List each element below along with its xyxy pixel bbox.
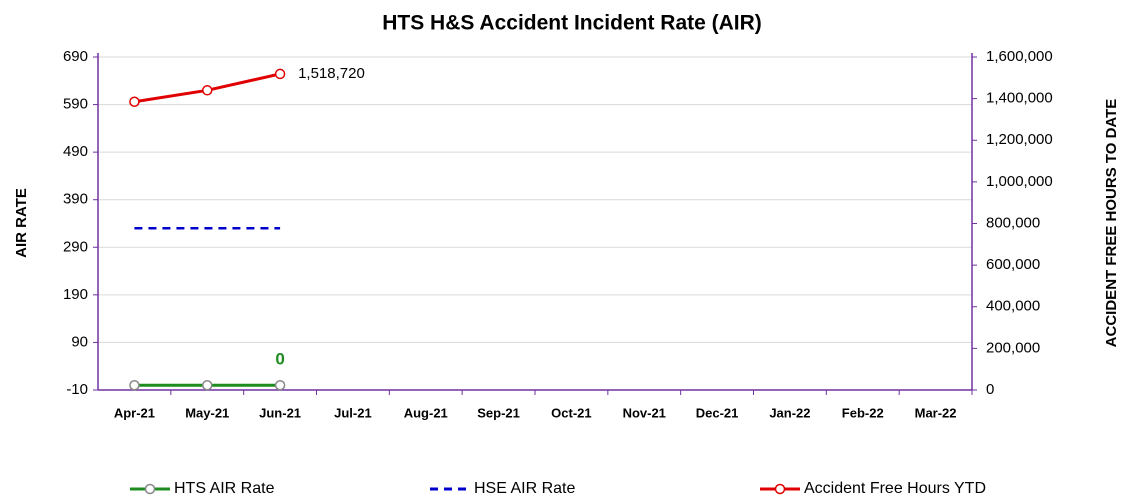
legend-label: Accident Free Hours YTD (804, 480, 986, 496)
legend-label: HSE AIR Rate (474, 480, 575, 496)
data-point (202, 85, 213, 96)
legend-marker (774, 483, 786, 495)
data-point (202, 379, 213, 391)
x-tick-label: Jun-21 (259, 405, 301, 420)
data-point (129, 96, 140, 107)
data-point (129, 379, 140, 391)
x-tick-label: Nov-21 (623, 405, 666, 420)
y2-tick-label: 1,200,000 (986, 131, 1053, 148)
y-tick-label: 190 (63, 286, 88, 303)
x-tick-label: Feb-22 (842, 405, 884, 420)
y-axis-title: AIR RATE (13, 188, 30, 258)
y2-tick-label: 400,000 (986, 298, 1040, 315)
y2-tick-label: 800,000 (986, 214, 1040, 231)
y2-tick-label: 1,000,000 (986, 173, 1053, 190)
x-tick-label: May-21 (185, 405, 229, 420)
y-tick-label: -10 (66, 381, 88, 398)
y2-tick-label: 1,400,000 (986, 90, 1053, 107)
y-tick-label: 590 (63, 96, 88, 113)
legend-label: HTS AIR Rate (174, 480, 275, 496)
x-tick-label: Aug-21 (404, 405, 448, 420)
y2-axis-title: ACCIDENT FREE HOURS TO DATE (1103, 99, 1120, 348)
x-tick-label: Mar-22 (915, 405, 957, 420)
data-point (274, 379, 286, 391)
x-tick-label: Jul-21 (334, 405, 372, 420)
data-label: 0 (275, 350, 284, 369)
x-tick-label: Apr-21 (114, 405, 155, 420)
legend-marker (144, 483, 156, 495)
y-tick-label: 290 (63, 238, 88, 255)
y2-tick-label: 1,600,000 (986, 48, 1053, 65)
y2-tick-label: 200,000 (986, 339, 1040, 356)
chart-title: HTS H&S Accident Incident Rate (AIR) (382, 12, 762, 35)
x-tick-label: Dec-21 (696, 405, 739, 420)
x-tick-label: Oct-21 (551, 405, 591, 420)
y2-tick-label: 0 (986, 381, 994, 398)
y-tick-label: 390 (63, 191, 88, 208)
x-tick-label: Sep-21 (477, 405, 520, 420)
y2-tick-label: 600,000 (986, 256, 1040, 273)
y-tick-label: 490 (63, 143, 88, 160)
data-point (274, 68, 286, 80)
y-tick-label: 690 (63, 48, 88, 65)
x-tick-label: Jan-22 (769, 405, 810, 420)
data-label: 1,518,720 (298, 65, 365, 82)
y-tick-label: 90 (71, 333, 88, 350)
